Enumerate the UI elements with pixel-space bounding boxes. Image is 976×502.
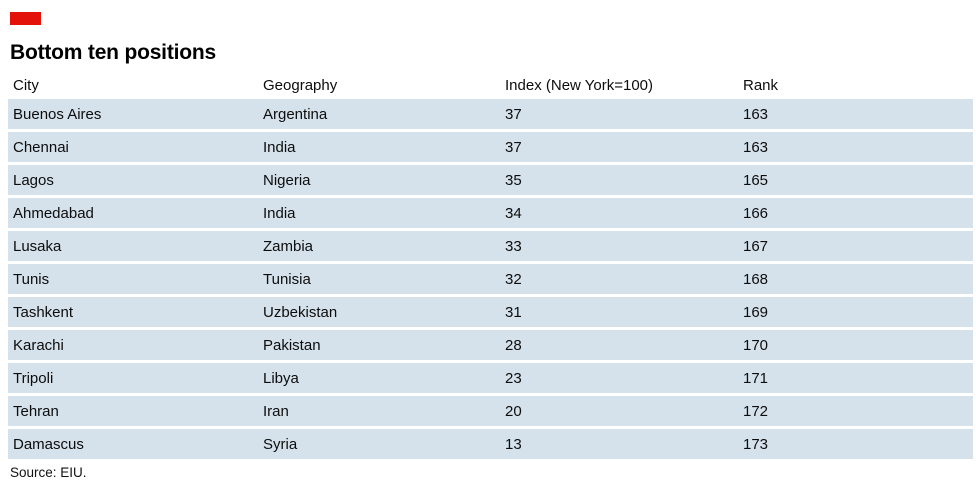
cell-geography: Pakistan <box>258 330 500 360</box>
table-row: Chennai India 37 163 <box>8 132 973 162</box>
rankings-table: City Geography Index (New York=100) Rank Bu… <box>8 71 973 462</box>
cell-rank: 165 <box>738 165 973 195</box>
source-note: Source: EIU. <box>10 465 87 480</box>
cell-city: Tashkent <box>8 297 258 327</box>
cell-rank: 163 <box>738 99 973 129</box>
table-title: Bottom ten positions <box>10 41 216 64</box>
cell-geography: Syria <box>258 429 500 459</box>
table-row: Damascus Syria 13 173 <box>8 429 973 459</box>
column-header-city: City <box>8 74 258 96</box>
cell-geography: Argentina <box>258 99 500 129</box>
cell-index: 37 <box>500 132 738 162</box>
table-row: Tripoli Libya 23 171 <box>8 363 973 393</box>
cell-rank: 171 <box>738 363 973 393</box>
cell-city: Lagos <box>8 165 258 195</box>
cell-rank: 170 <box>738 330 973 360</box>
cell-geography: Libya <box>258 363 500 393</box>
cell-city: Lusaka <box>8 231 258 261</box>
cell-rank: 168 <box>738 264 973 294</box>
table-row: Lusaka Zambia 33 167 <box>8 231 973 261</box>
cell-city: Ahmedabad <box>8 198 258 228</box>
cell-index: 20 <box>500 396 738 426</box>
cell-geography: Zambia <box>258 231 500 261</box>
cell-index: 13 <box>500 429 738 459</box>
cell-index: 23 <box>500 363 738 393</box>
cell-rank: 172 <box>738 396 973 426</box>
cell-index: 35 <box>500 165 738 195</box>
cell-rank: 169 <box>738 297 973 327</box>
cell-rank: 163 <box>738 132 973 162</box>
cell-index: 32 <box>500 264 738 294</box>
cell-geography: Nigeria <box>258 165 500 195</box>
cell-city: Damascus <box>8 429 258 459</box>
cell-city: Chennai <box>8 132 258 162</box>
cell-index: 31 <box>500 297 738 327</box>
table-row: Ahmedabad India 34 166 <box>8 198 973 228</box>
header-row: City Geography Index (New York=100) Rank <box>8 74 973 96</box>
cell-geography: Iran <box>258 396 500 426</box>
cell-index: 28 <box>500 330 738 360</box>
cell-geography: India <box>258 198 500 228</box>
cell-city: Tehran <box>8 396 258 426</box>
cell-city: Buenos Aires <box>8 99 258 129</box>
cell-city: Tripoli <box>8 363 258 393</box>
cell-index: 34 <box>500 198 738 228</box>
cell-index: 33 <box>500 231 738 261</box>
table-row: Tunis Tunisia 32 168 <box>8 264 973 294</box>
cell-index: 37 <box>500 99 738 129</box>
cell-rank: 166 <box>738 198 973 228</box>
cell-rank: 167 <box>738 231 973 261</box>
table-row: Buenos Aires Argentina 37 163 <box>8 99 973 129</box>
table-row: Lagos Nigeria 35 165 <box>8 165 973 195</box>
cell-city: Tunis <box>8 264 258 294</box>
column-header-geography: Geography <box>258 74 500 96</box>
cell-city: Karachi <box>8 330 258 360</box>
accent-bar <box>10 12 41 25</box>
column-header-rank: Rank <box>738 74 973 96</box>
cell-geography: Uzbekistan <box>258 297 500 327</box>
cell-geography: Tunisia <box>258 264 500 294</box>
column-header-index: Index (New York=100) <box>500 74 738 96</box>
cell-geography: India <box>258 132 500 162</box>
table-row: Tehran Iran 20 172 <box>8 396 973 426</box>
table-row: Karachi Pakistan 28 170 <box>8 330 973 360</box>
table-body: Buenos Aires Argentina 37 163 Chennai India 37… <box>8 99 973 459</box>
cell-rank: 173 <box>738 429 973 459</box>
table-row: Tashkent Uzbekistan 31 169 <box>8 297 973 327</box>
